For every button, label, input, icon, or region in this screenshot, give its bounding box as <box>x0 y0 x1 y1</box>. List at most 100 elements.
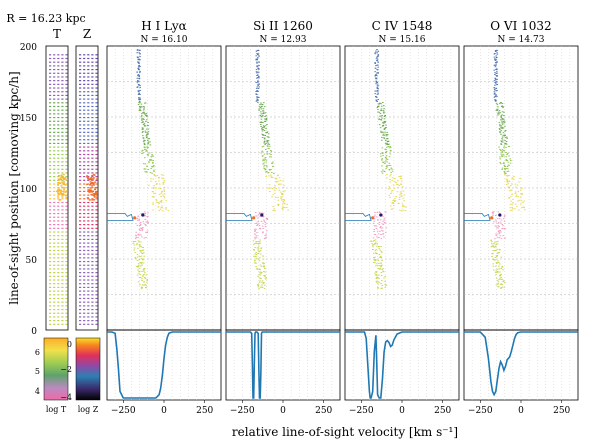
z-column-point <box>87 164 90 167</box>
scatter-point <box>263 264 265 266</box>
t-column-point <box>61 142 64 145</box>
scatter-point <box>151 172 153 174</box>
y-tick-100: 100 <box>20 185 37 195</box>
scatter-point <box>399 209 401 211</box>
t-column-point <box>65 150 68 152</box>
scatter-point <box>143 281 146 283</box>
scatter-point <box>137 67 139 69</box>
scatter-point <box>160 199 163 201</box>
scatter-point <box>138 102 140 104</box>
t-column-point <box>57 61 60 63</box>
scatter-point <box>522 206 525 208</box>
scatter-point <box>503 122 505 124</box>
scatter-point <box>496 49 499 51</box>
scatter-point <box>145 112 148 114</box>
t-column-point <box>57 275 60 277</box>
spectrum-line <box>226 331 340 399</box>
scatter-point <box>382 152 384 154</box>
t-column-point <box>65 197 68 199</box>
scatter-point <box>147 138 150 140</box>
t-column-point <box>57 161 60 163</box>
t-column-point <box>53 275 56 277</box>
scatter-point <box>497 211 500 213</box>
t-column-point <box>65 187 68 189</box>
scatter-point <box>265 277 268 278</box>
scatter-point <box>268 147 270 149</box>
scatter-point <box>504 137 507 139</box>
z-column-point <box>87 297 90 300</box>
scatter-point <box>494 74 496 76</box>
scatter-point <box>501 118 504 120</box>
scatter-point <box>377 50 380 52</box>
t-column-point <box>65 283 68 285</box>
scatter-point <box>511 207 514 209</box>
scatter-point <box>261 271 263 273</box>
scatter-point <box>375 252 377 254</box>
scatter-point <box>501 284 504 286</box>
t-column-point <box>49 187 52 189</box>
z-column-point <box>91 61 94 63</box>
scatter-point <box>284 203 286 205</box>
scatter-point <box>265 159 268 161</box>
scatter-point <box>144 163 147 165</box>
z-column-point <box>87 224 90 226</box>
scatter-point <box>380 246 382 248</box>
z-column-point <box>95 231 98 233</box>
scatter-point <box>506 180 508 182</box>
scatter-point <box>140 234 142 236</box>
scatter-point <box>158 203 161 205</box>
scatter-point <box>266 124 268 126</box>
scatter-point <box>257 241 259 243</box>
scatter-point <box>500 276 503 278</box>
scatter-point <box>255 55 257 57</box>
t-column-point <box>49 275 52 277</box>
t-column-point <box>57 176 60 178</box>
t-column-point <box>57 131 60 133</box>
x-tick-label: 250 <box>315 406 332 416</box>
z-column-point <box>87 246 90 248</box>
t-column-point <box>65 76 68 78</box>
z-column-point <box>79 68 82 71</box>
t-column-point <box>53 305 56 307</box>
z-column-point <box>87 198 90 200</box>
scatter-point <box>147 141 150 143</box>
scatter-point <box>259 212 261 214</box>
scatter-point <box>378 223 381 225</box>
scatter-point <box>260 265 263 267</box>
scatter-point <box>267 142 269 144</box>
t-column-point <box>57 68 60 71</box>
scatter-point <box>377 287 379 289</box>
scatter-point <box>400 196 403 198</box>
scatter-point <box>498 252 501 254</box>
z-column-point <box>83 290 86 292</box>
z-column-point <box>91 199 94 201</box>
z-column-point <box>79 209 82 211</box>
scatter-point <box>504 130 506 132</box>
scatter-point <box>263 220 266 222</box>
scatter-point <box>388 164 390 166</box>
scatter-point <box>400 191 403 193</box>
t-column-point <box>53 172 56 174</box>
scatter-point <box>378 118 381 120</box>
scatter-point <box>263 219 265 221</box>
scatter-point <box>495 72 498 74</box>
z-column-point <box>86 197 89 199</box>
t-column-point <box>57 72 60 74</box>
z-column-point <box>83 224 86 226</box>
t-column-point <box>60 193 63 196</box>
scatter-point <box>265 233 267 235</box>
scatter-point <box>384 120 387 122</box>
scatter-point <box>504 173 506 175</box>
z-column-point <box>79 176 82 178</box>
scatter-point <box>381 165 383 167</box>
t-column-point <box>57 294 60 296</box>
scatter-point <box>137 266 139 268</box>
scatter-point <box>497 271 499 273</box>
scatter-point <box>255 69 258 71</box>
z-column-point <box>83 116 86 119</box>
scatter-point <box>259 111 262 113</box>
scatter-point <box>381 230 383 232</box>
z-column-point <box>83 98 86 100</box>
t-column-point <box>49 124 52 126</box>
